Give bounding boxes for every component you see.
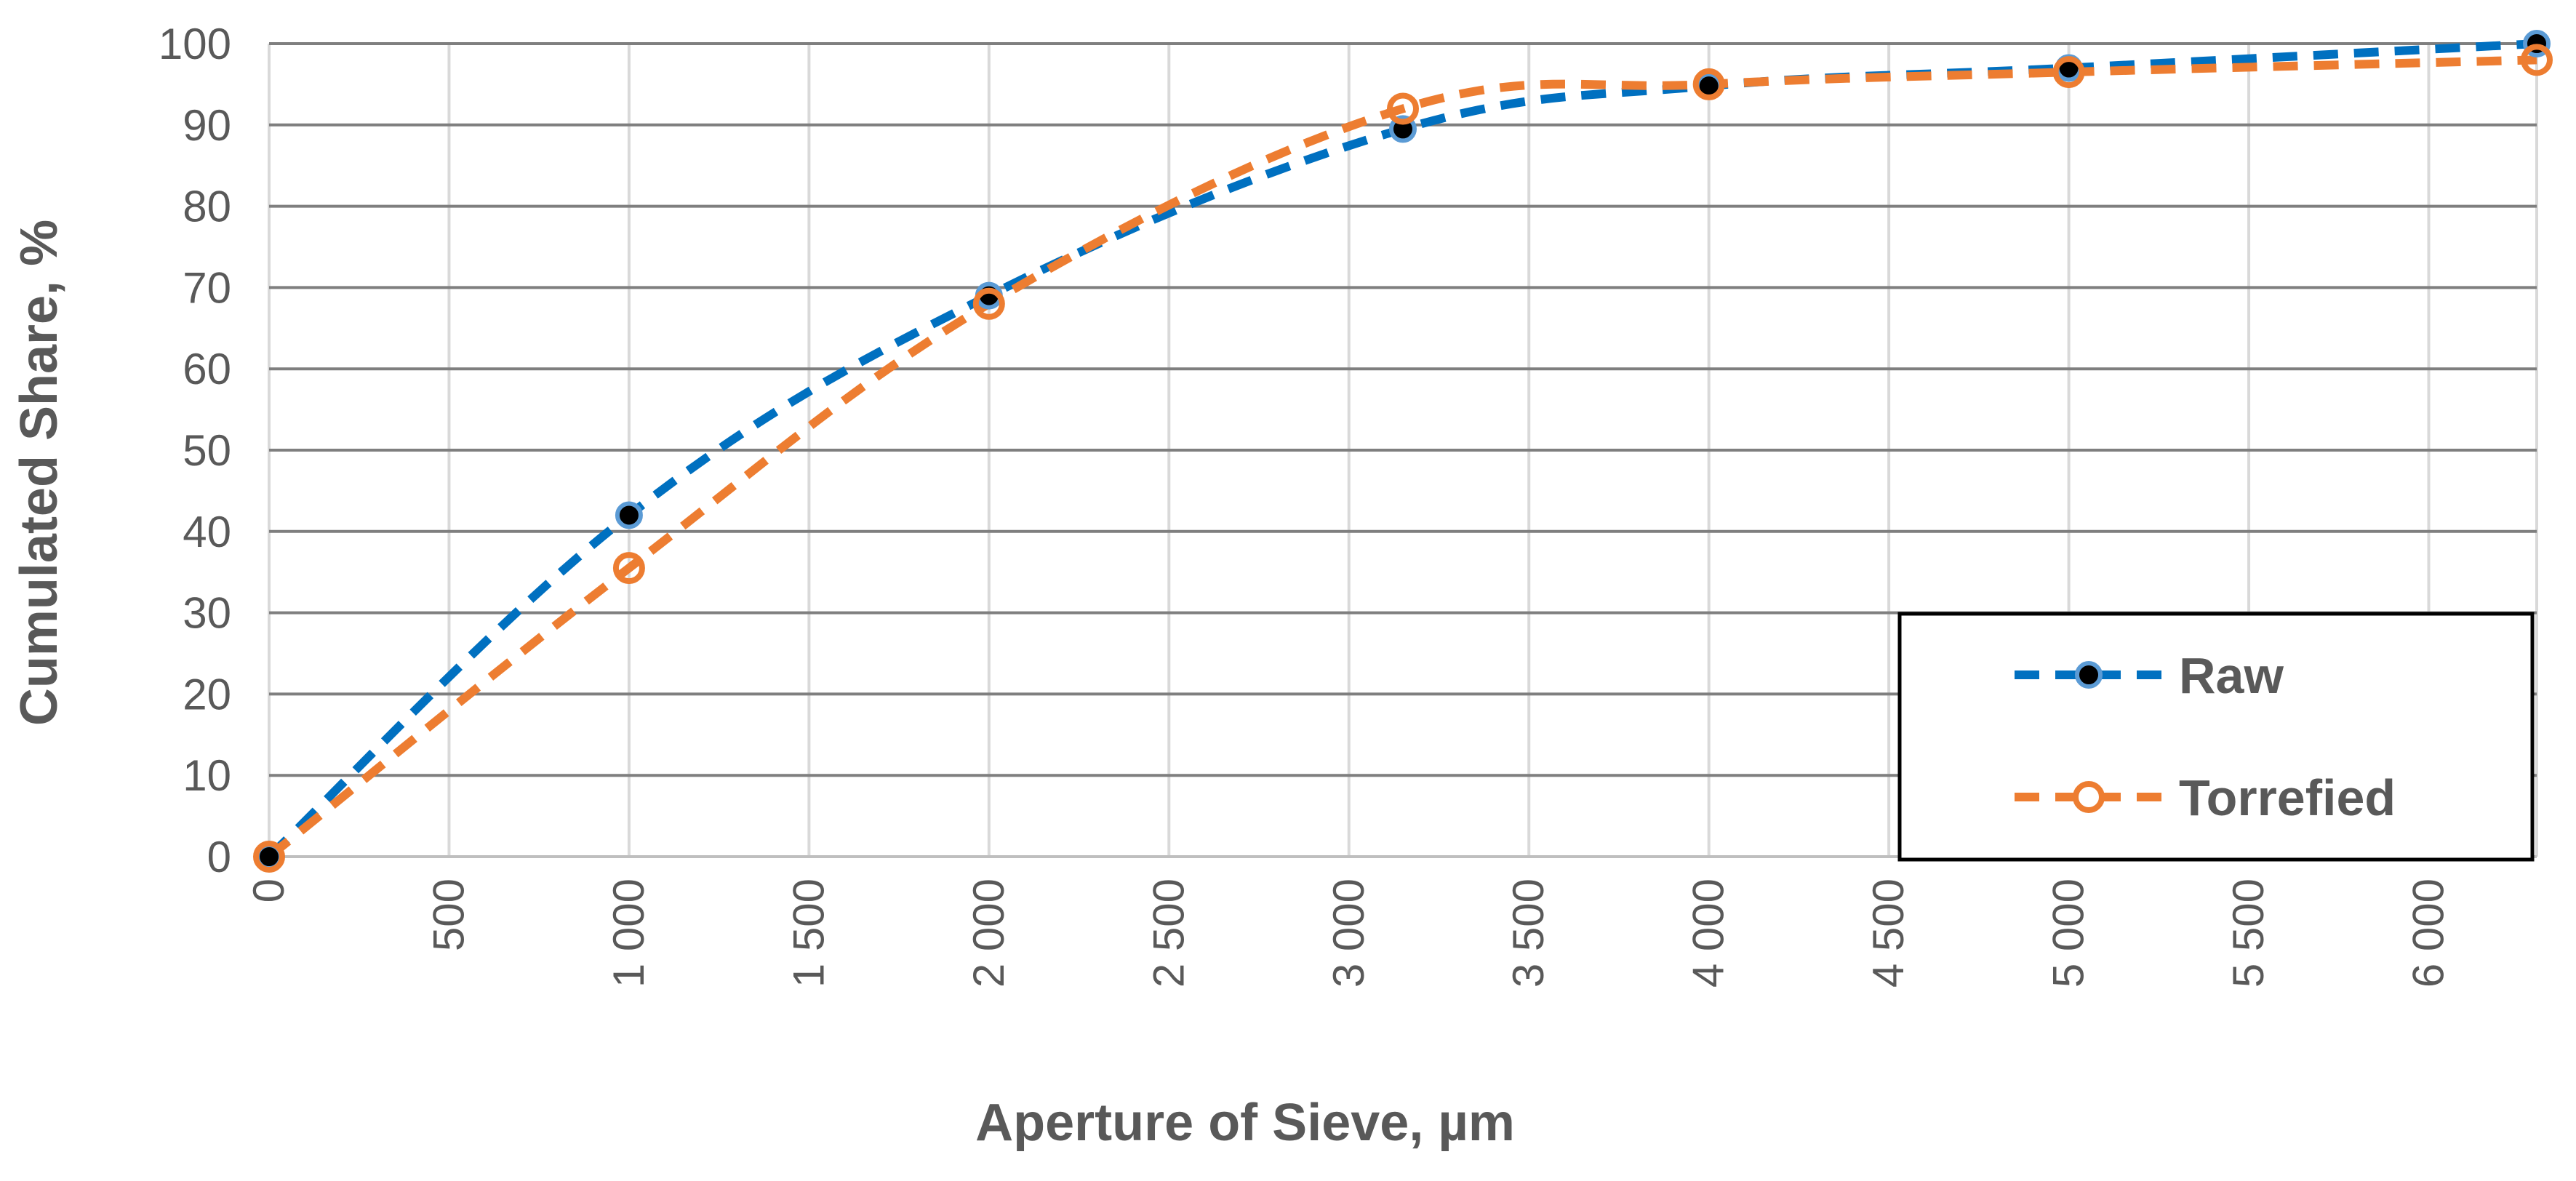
legend-marker-torrefied [2073, 781, 2105, 813]
legend-label-torrefied: Torrefied [2179, 769, 2396, 826]
x-tick-label: 3 500 [1504, 878, 1553, 988]
x-tick-labels: 0 500 1 000 1 500 2 000 2 500 3 000 3 500 4 000 4… [244, 878, 2453, 988]
y-tick-label: 20 [183, 670, 231, 718]
legend-label-raw: Raw [2179, 647, 2284, 704]
x-tick-label: 500 [424, 878, 473, 951]
data-point-torrefied [2521, 44, 2553, 76]
x-tick-label: 0 [244, 878, 293, 902]
x-tick-label: 3 000 [1324, 878, 1373, 988]
data-point-torrefied [972, 287, 1005, 320]
x-tick-label: 5 000 [2044, 878, 2093, 988]
data-point-torrefied [1692, 68, 1725, 100]
y-axis-title: Cumulated Share, % [10, 220, 68, 726]
y-tick-label: 0 [207, 833, 231, 881]
data-point-torrefied [612, 552, 645, 585]
y-tick-label: 60 [183, 345, 231, 393]
x-tick-label: 1 000 [604, 878, 653, 988]
y-tick-label: 90 [183, 101, 231, 150]
y-tick-label: 100 [159, 20, 231, 68]
x-tick-label: 6 000 [2404, 878, 2453, 988]
data-point-torrefied [253, 841, 285, 873]
x-axis-title: Aperture of Sieve, µm [975, 1094, 1515, 1152]
y-tick-labels: 0 10 20 30 40 50 60 70 80 90 100 [159, 20, 231, 881]
y-tick-label: 70 [183, 263, 231, 312]
legend: Raw Torrefied [1897, 612, 2535, 862]
y-tick-label: 10 [183, 751, 231, 800]
x-tick-label: 4 000 [1684, 878, 1733, 988]
data-point-raw [615, 501, 643, 529]
y-tick-label: 50 [183, 426, 231, 475]
y-tick-label: 30 [183, 589, 231, 638]
x-tick-label: 1 500 [784, 878, 833, 988]
x-tick-label: 4 500 [1864, 878, 1913, 988]
legend-marker-raw [2075, 661, 2103, 689]
data-point-torrefied [2052, 56, 2085, 89]
x-tick-label: 5 500 [2224, 878, 2273, 988]
x-tick-label: 2 500 [1144, 878, 1193, 988]
series-markers [253, 30, 2553, 873]
x-tick-label: 2 000 [964, 878, 1013, 988]
y-tick-label: 40 [183, 508, 231, 556]
y-gridlines [269, 42, 2537, 858]
legend-box [1897, 612, 2535, 862]
data-point-torrefied [1387, 92, 1419, 125]
y-tick-label: 80 [183, 183, 231, 231]
